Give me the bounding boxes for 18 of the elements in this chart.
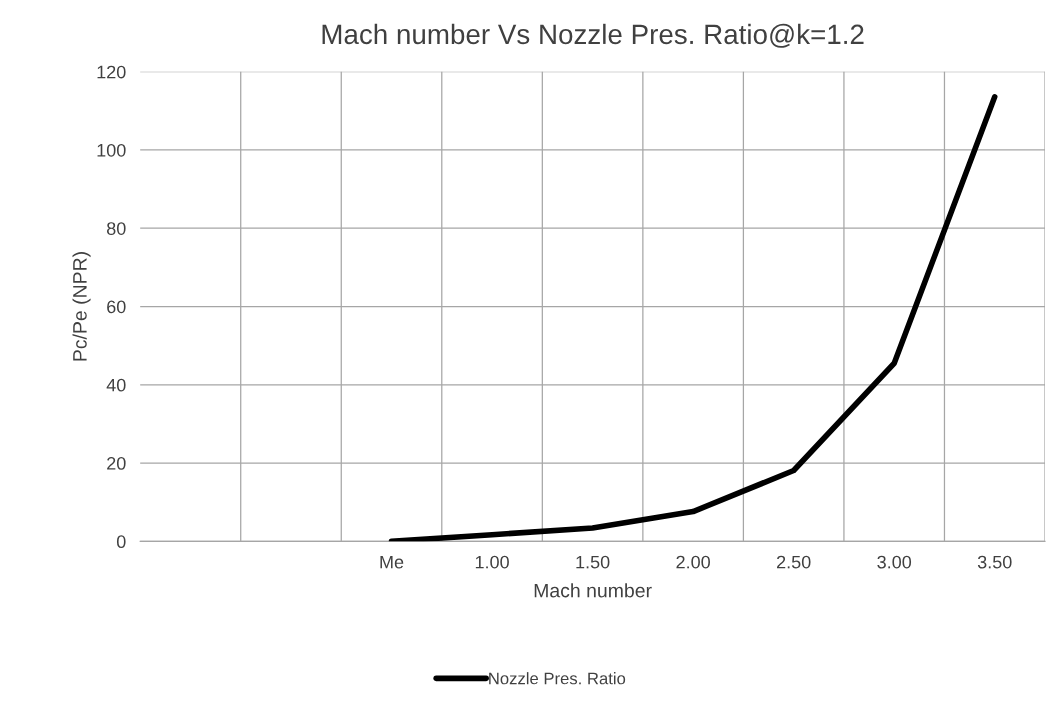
y-tick-label: 60 [107,300,126,314]
x-tick-label: Me [380,555,404,569]
y-tick-label: 0 [116,535,126,549]
x-tick-label: 1.50 [576,555,610,569]
legend-label: Nozzle Pres. Ratio [489,672,626,685]
y-tick-label: 100 [97,143,126,157]
y-tick-label: 40 [106,378,126,392]
x-tick-label: 2.00 [676,555,710,569]
y-tick-label: 120 [97,65,126,79]
x-tick-label: 1.00 [475,555,509,569]
x-tick-label: 3.00 [877,555,912,569]
x-axis-title: Mach number [534,583,652,598]
y-axis-title: Pc/Pe (NPR) [72,252,91,361]
y-tick-label: 20 [107,457,126,470]
y-tick-label: 80 [107,222,126,235]
x-tick-label: 3.50 [977,555,1012,569]
chart-title: Mach number Vs Nozzle Pres. Ratio@k=1.2 [322,23,864,48]
x-tick-label: 2.50 [777,555,811,569]
